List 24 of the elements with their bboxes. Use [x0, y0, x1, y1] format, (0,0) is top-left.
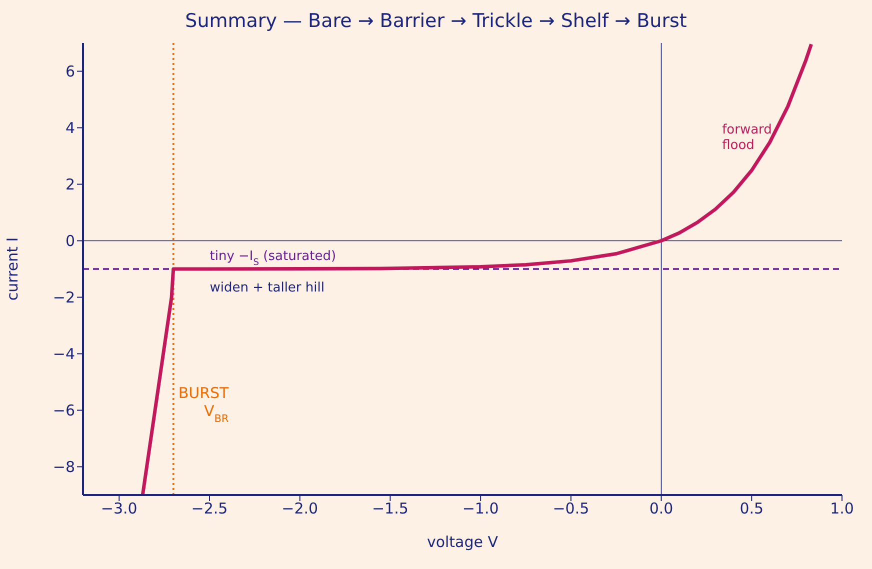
x-tick-label: −2.5: [191, 500, 228, 518]
y-tick-label: 6: [65, 62, 75, 81]
y-tick-label: −6: [52, 402, 75, 420]
x-axis-title: voltage V: [426, 533, 499, 551]
x-tick-label: −1.5: [372, 500, 408, 518]
x-tick-label: −3.0: [100, 500, 138, 518]
x-tick-label: 0.0: [649, 500, 674, 518]
x-tick-label: −2.0: [282, 500, 318, 518]
annotation: widen + taller hill: [210, 280, 324, 296]
x-tick-label: 1.0: [830, 500, 854, 518]
y-axis-title: current I: [3, 237, 22, 301]
y-tick-label: 0: [65, 232, 75, 250]
chart-title: Summary — Bare → Barrier → Trickle → Shelf → Burst: [184, 10, 688, 32]
annotation: BURST V$_{BR}$: [178, 384, 230, 425]
annotation: forward flood: [722, 122, 772, 153]
x-tick-label: 0.5: [740, 500, 764, 518]
y-tick-label: 4: [65, 119, 75, 138]
y-tick-label: −4: [52, 345, 75, 364]
y-tick-label: 2: [65, 176, 75, 194]
y-tick-label: −8: [52, 458, 75, 476]
x-tick-label: −1.0: [462, 500, 499, 518]
x-tick-label: −0.5: [552, 500, 590, 518]
annotation: tiny −I$_{S}$ (saturated): [210, 248, 336, 268]
y-tick-label: −2: [52, 288, 75, 307]
